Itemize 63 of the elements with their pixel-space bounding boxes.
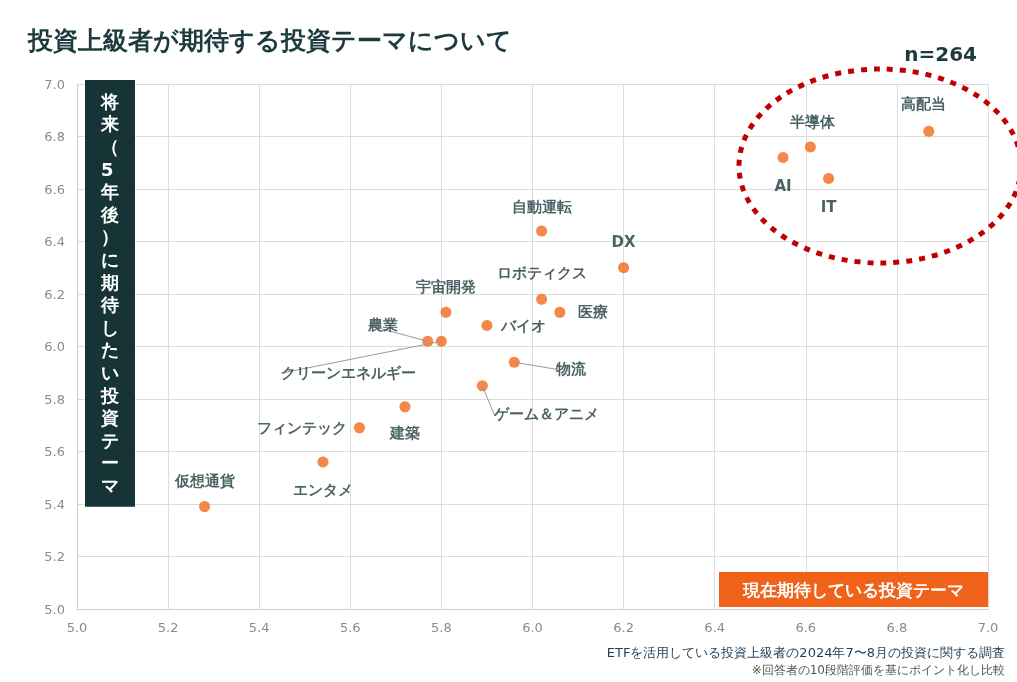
annotation: IT bbox=[820, 197, 838, 216]
annotation: DX bbox=[611, 232, 637, 251]
annotation: エンタメ bbox=[292, 481, 353, 499]
point bbox=[440, 306, 452, 318]
y-tick-label: 5.2 bbox=[44, 549, 65, 564]
y-tick-label: 5.6 bbox=[44, 444, 65, 459]
x-tick-label: 6.0 bbox=[522, 620, 543, 635]
point bbox=[618, 262, 630, 274]
x-tick-label: 5.0 bbox=[66, 620, 88, 635]
annotation: 物流 bbox=[555, 360, 588, 379]
x-tick-label: 6.4 bbox=[704, 620, 726, 635]
point bbox=[435, 335, 447, 347]
x-tick-label: 6.8 bbox=[886, 620, 908, 635]
x-tick-label: 6.6 bbox=[795, 620, 817, 635]
x-tick-label: 5.2 bbox=[157, 620, 179, 635]
point bbox=[481, 320, 493, 331]
annotation: 建築 bbox=[388, 423, 420, 442]
y-tick-label: 6.8 bbox=[44, 129, 65, 144]
y-tick-label: 7.0 bbox=[44, 76, 65, 92]
annotation: 高配当 bbox=[901, 95, 947, 114]
x-tick-label: 7.0 bbox=[977, 620, 999, 635]
y-tick-label: 5.0 bbox=[44, 601, 65, 617]
annotation: 半導体 bbox=[788, 113, 836, 131]
point bbox=[536, 293, 548, 305]
point bbox=[508, 356, 520, 368]
annotation: フィンテック bbox=[257, 418, 348, 437]
point bbox=[804, 141, 816, 153]
point bbox=[536, 225, 548, 237]
x-tick-label: 5.8 bbox=[431, 620, 452, 635]
point bbox=[923, 125, 935, 137]
text: 将来（5年後）に期待したい投資テーマ bbox=[101, 90, 119, 496]
x-axis-title: 現在期待している投資テーマ bbox=[742, 579, 964, 600]
text: ETFを活用している投資上級者の2024年7〜8月の投資に関する調査 bbox=[606, 645, 1006, 660]
y-tick-label: 6.4 bbox=[44, 234, 65, 249]
annotation: 宇宙開発 bbox=[415, 278, 476, 297]
point bbox=[353, 422, 365, 434]
annotation: 仮想通貨 bbox=[173, 471, 235, 490]
annotation: AI bbox=[774, 176, 792, 195]
y-tick-label: 6.0 bbox=[44, 339, 65, 354]
point bbox=[823, 173, 835, 184]
point bbox=[476, 380, 488, 392]
text: ※回答者の10段階評価を基にポイント化し比較 bbox=[751, 663, 1005, 677]
point bbox=[199, 501, 211, 513]
point bbox=[399, 401, 411, 413]
x-tick-label: 5.6 bbox=[339, 620, 361, 635]
annotation: 医療 bbox=[577, 303, 608, 322]
chart-title: 投資上級者が期待する投資テーマについて bbox=[27, 26, 512, 55]
point bbox=[317, 456, 329, 468]
y-tick-label: 6.6 bbox=[44, 181, 65, 197]
text: n=264 bbox=[904, 42, 978, 66]
annotation: バイオ bbox=[500, 316, 547, 335]
y-tick-label: 6.2 bbox=[44, 286, 65, 302]
annotation: 自動運転 bbox=[511, 198, 572, 216]
point bbox=[777, 152, 789, 163]
y-tick-label: 5.4 bbox=[44, 496, 65, 512]
annotation: ゲーム＆アニメ bbox=[492, 404, 599, 423]
y-tick-label: 5.8 bbox=[44, 391, 65, 407]
x-tick-label: 5.4 bbox=[248, 620, 270, 635]
annotation: ロボティクス bbox=[496, 264, 587, 283]
point bbox=[554, 306, 566, 318]
annotation: クリーンエネルギー bbox=[280, 364, 416, 383]
x-tick-label: 6.2 bbox=[613, 620, 634, 635]
annotation: 農業 bbox=[366, 316, 398, 335]
